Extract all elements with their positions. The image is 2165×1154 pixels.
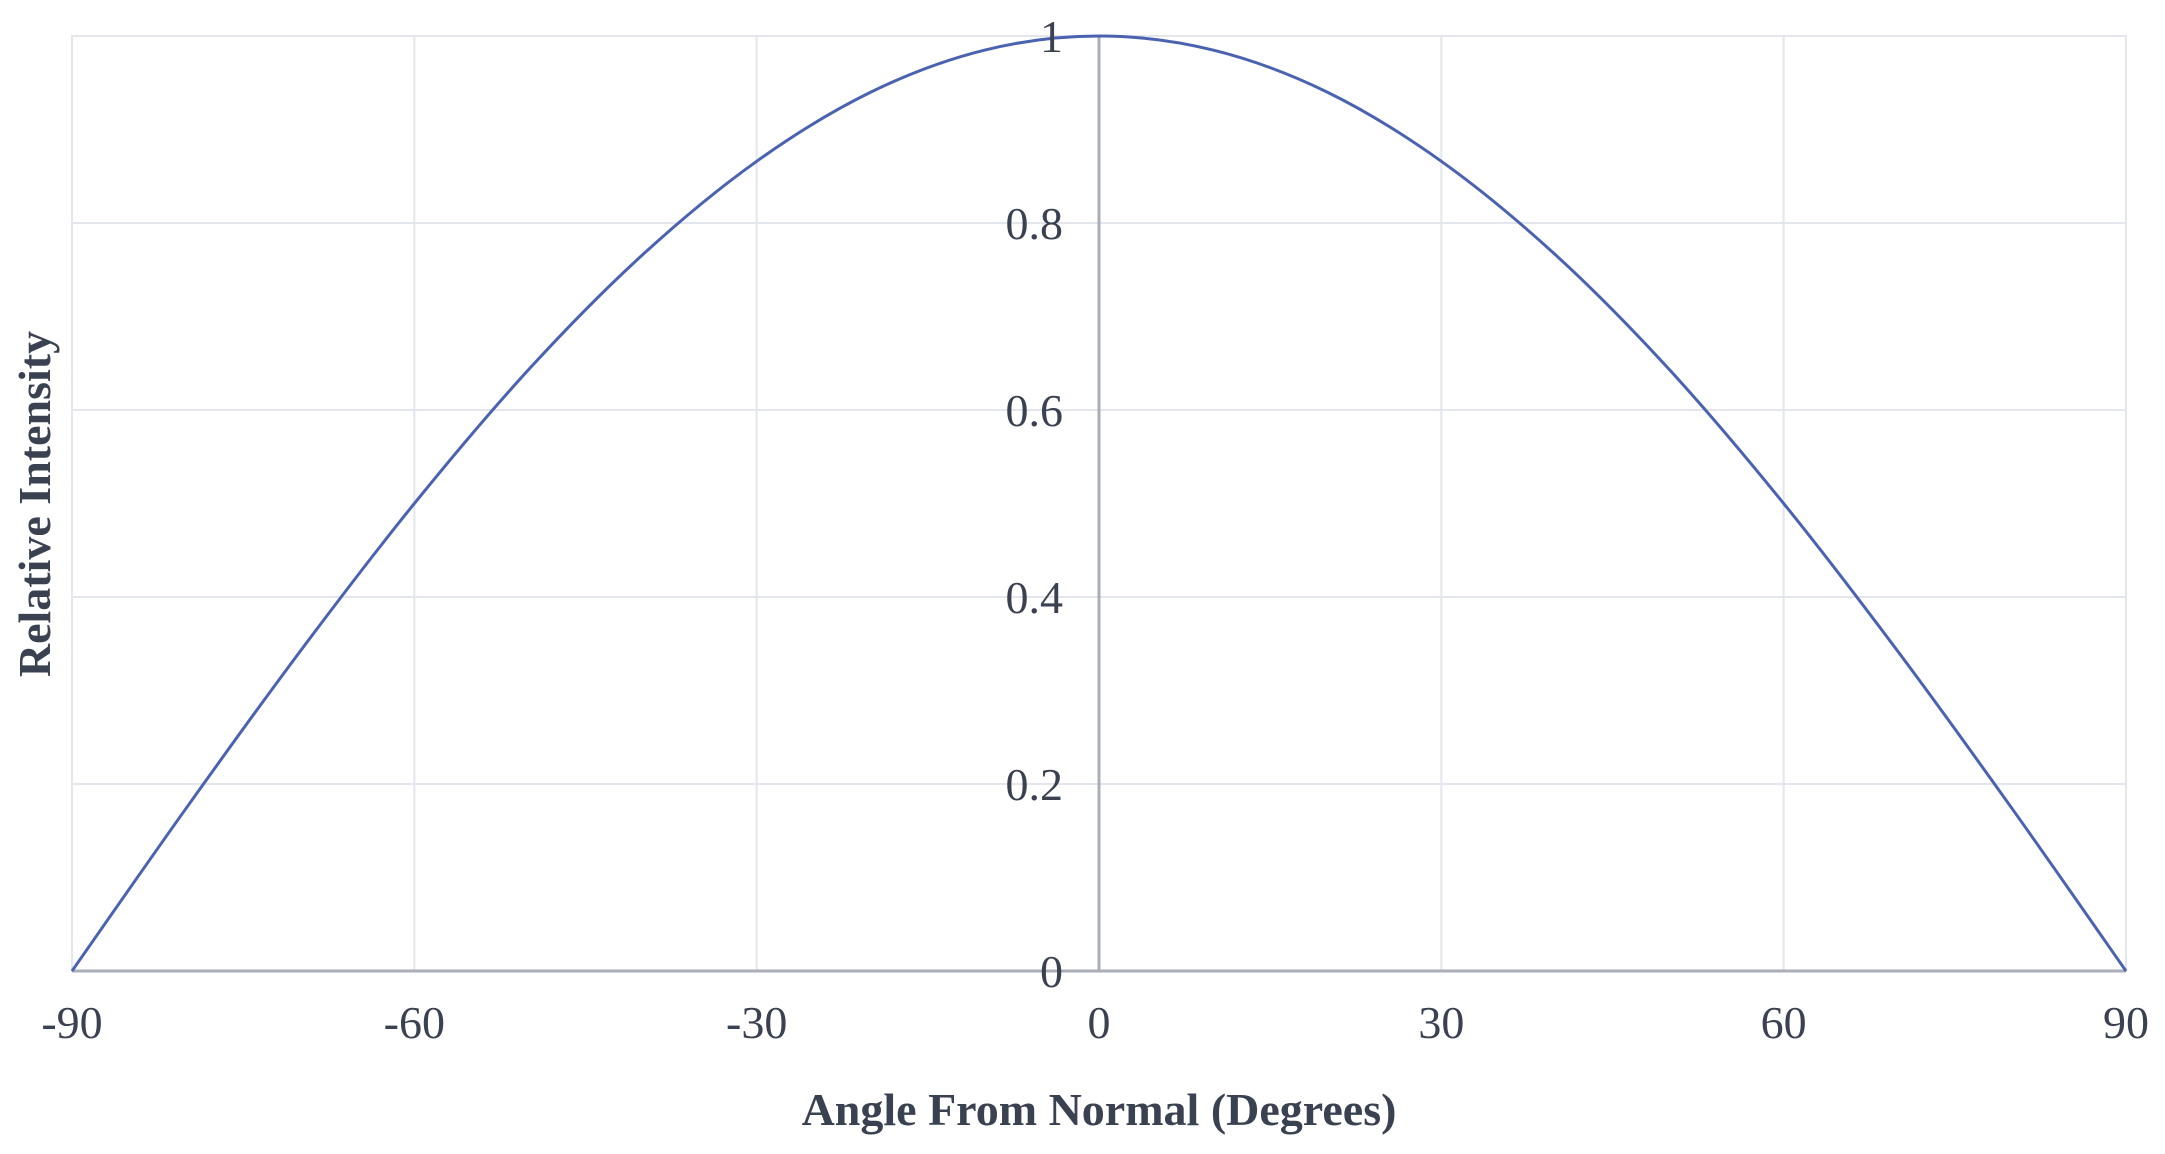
x-tick-labels: -90 -60 -30 0 30 60 90 bbox=[41, 997, 2149, 1048]
y-tick-label: 0.2 bbox=[1006, 759, 1064, 810]
y-tick-label: 1 bbox=[1040, 11, 1063, 62]
y-tick-label: 0 bbox=[1040, 946, 1063, 997]
y-tick-labels: 0 0.2 0.4 0.6 0.8 1 bbox=[1006, 11, 1064, 997]
x-axis-title: Angle From Normal (Degrees) bbox=[802, 1084, 1397, 1135]
x-tick-label: 90 bbox=[2103, 997, 2149, 1048]
x-tick-label: -90 bbox=[41, 997, 102, 1048]
y-tick-label: 0.8 bbox=[1006, 198, 1064, 249]
x-tick-label: 0 bbox=[1088, 997, 1111, 1048]
x-tick-label: 30 bbox=[1418, 997, 1464, 1048]
x-tick-label: -60 bbox=[384, 997, 445, 1048]
x-tick-label: 60 bbox=[1761, 997, 1807, 1048]
x-tick-label: -30 bbox=[726, 997, 787, 1048]
y-axis-title: Relative Intensity bbox=[9, 331, 60, 677]
y-tick-label: 0.6 bbox=[1006, 385, 1064, 436]
intensity-curve bbox=[70, 34, 2128, 972]
y-tick-label: 0.4 bbox=[1006, 572, 1064, 623]
